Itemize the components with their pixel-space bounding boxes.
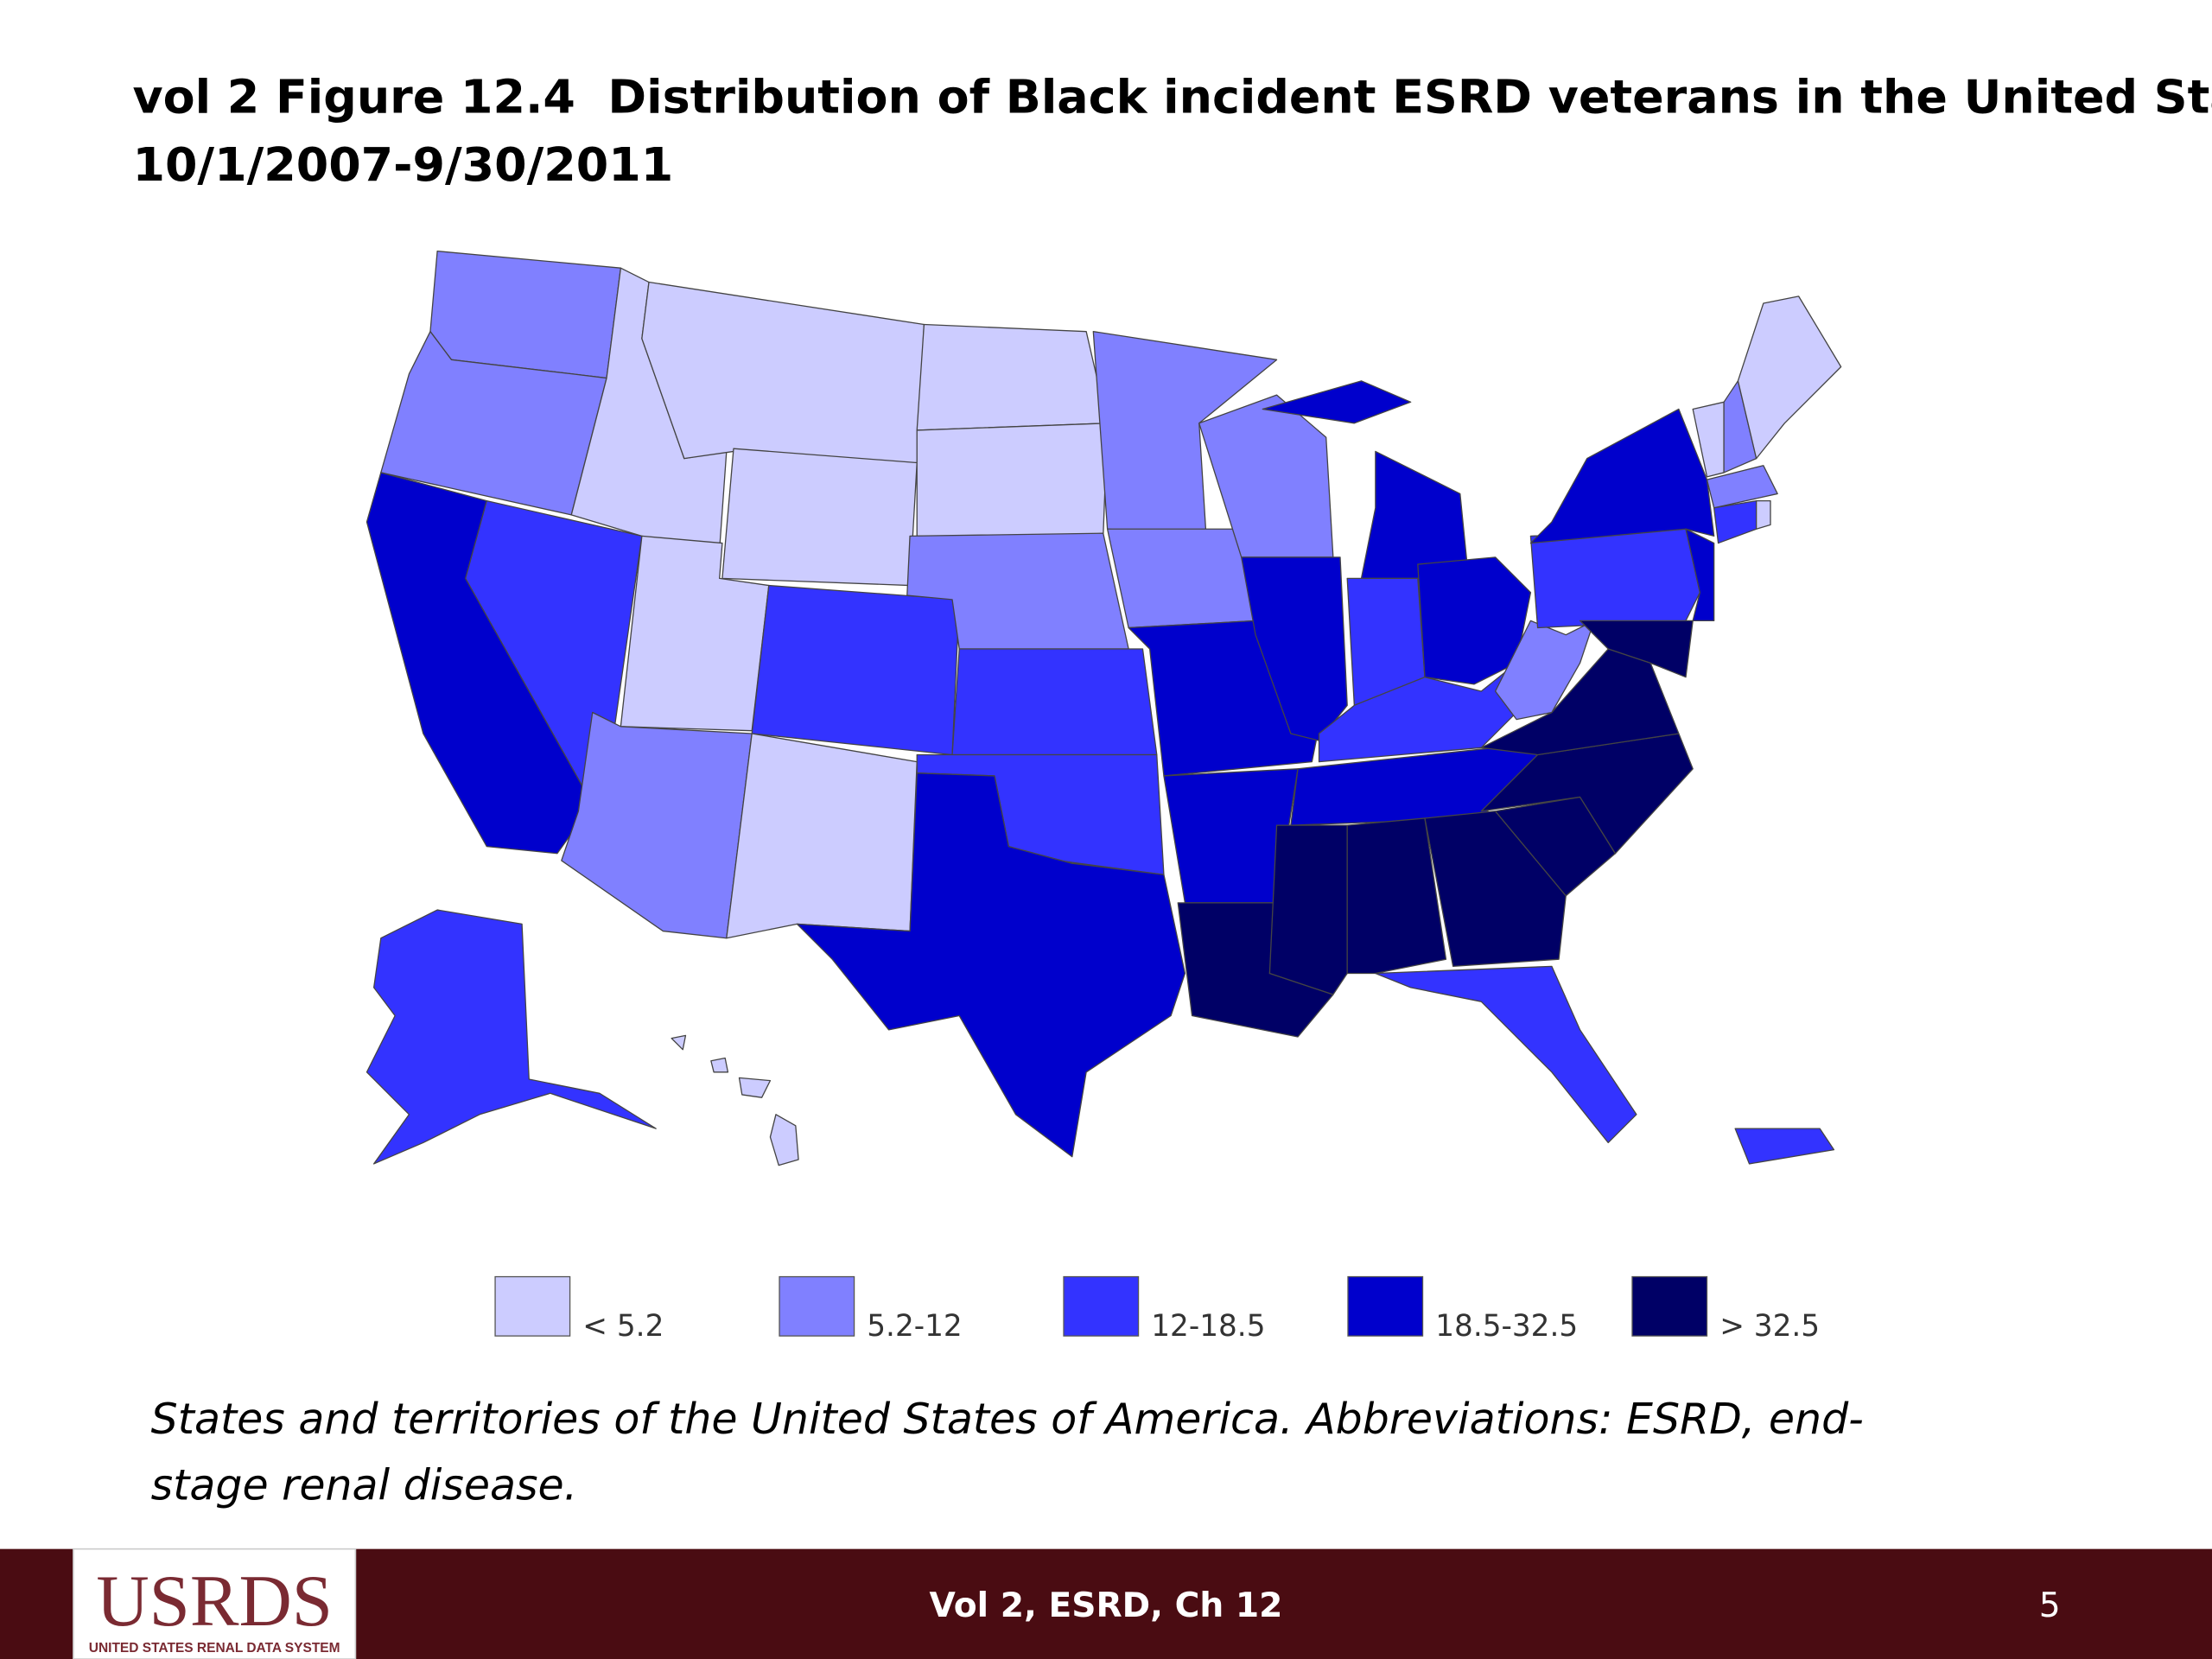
footer-text: Vol 2, ESRD, Ch 12 [930, 1586, 1283, 1625]
region [721, 448, 918, 587]
page-number: 5 [2039, 1586, 2061, 1625]
region [1198, 394, 1334, 558]
region [916, 423, 1109, 537]
region [1685, 528, 1715, 622]
region [1529, 408, 1715, 544]
region [1706, 465, 1778, 509]
region [951, 648, 1158, 756]
region [726, 733, 918, 939]
region [710, 1057, 729, 1073]
legend-swatch [1347, 1275, 1424, 1337]
region [1529, 528, 1701, 629]
region [1494, 620, 1595, 721]
region [769, 1114, 799, 1166]
title-line: 10/1/2007-9/30/2011 [132, 137, 673, 192]
region [1734, 1128, 1835, 1165]
caption-line: stage renal disease. [151, 1461, 578, 1510]
region [916, 323, 1109, 431]
logo-box [73, 1548, 357, 1659]
region [796, 772, 1186, 1158]
legend-label: < 5.2 [582, 1309, 664, 1344]
region [671, 1034, 687, 1051]
region [1375, 965, 1637, 1144]
legend-label: 18.5-32.5 [1435, 1309, 1578, 1344]
legend-label: 5.2-12 [867, 1309, 962, 1344]
legend-label: 12-18.5 [1151, 1309, 1265, 1344]
region [365, 909, 657, 1165]
region [1346, 817, 1447, 975]
legend-swatch [779, 1275, 855, 1337]
region [1579, 620, 1694, 678]
region [561, 711, 753, 939]
logo-subtitle: UNITED STATES RENAL DATA SYSTEM [89, 1641, 340, 1656]
legend-swatch [494, 1275, 571, 1337]
region [1106, 528, 1256, 629]
legend-label: > 32.5 [1719, 1309, 1820, 1344]
region [1424, 810, 1567, 968]
region [429, 250, 622, 379]
region [738, 1077, 772, 1098]
region [1092, 331, 1278, 537]
region [1262, 380, 1412, 424]
caption-line: States and territories of the United Sta… [151, 1395, 1864, 1444]
region [751, 584, 960, 756]
legend-swatch [1631, 1275, 1708, 1337]
legend: < 5.2 5.2-12 12-18.5 18.5-32.5 > 32.5 [494, 1275, 1820, 1344]
logo: USRDS [96, 1560, 333, 1642]
region [1756, 499, 1771, 530]
title-line: vol 2 Figure 12.4 Distribution of Black … [132, 70, 2212, 124]
map [365, 250, 1842, 1166]
region [1737, 296, 1842, 460]
legend-swatch [1063, 1275, 1140, 1337]
footer-band [0, 1548, 2212, 1659]
region [1268, 824, 1348, 995]
